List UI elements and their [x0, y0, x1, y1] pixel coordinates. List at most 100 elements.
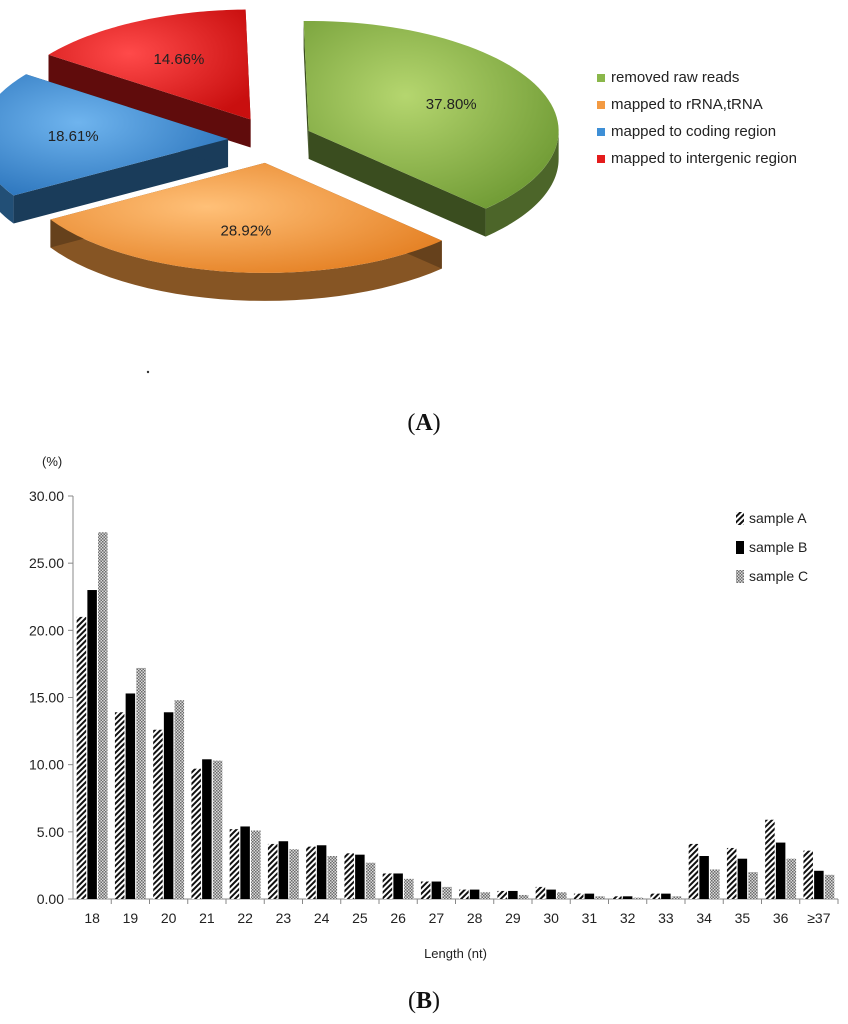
x-tick-label: 31 — [582, 910, 598, 926]
bar-sample-C-28 — [480, 892, 491, 899]
x-tick-label: 21 — [199, 910, 215, 926]
bar-legend-item: sample C — [736, 568, 808, 584]
bar-sample-B-28 — [469, 889, 480, 899]
x-tick-label: 18 — [84, 910, 100, 926]
y-tick-label: 15.00 — [29, 690, 64, 706]
bar-sample-B-21 — [202, 759, 212, 899]
pie-legend-swatch — [597, 101, 605, 109]
bar-sample-C-26 — [404, 878, 414, 899]
pie-legend: removed raw reads mapped to rRNA,tRNA mapp… — [597, 69, 797, 167]
pie-legend-item: mapped to intergenic region — [597, 150, 797, 167]
stray-dot — [146, 370, 150, 374]
pie-legend-label: mapped to intergenic region — [611, 150, 797, 167]
y-tick-label: 30.00 — [29, 488, 64, 504]
x-tick-label: 33 — [658, 910, 674, 926]
x-tick-label: 28 — [467, 910, 483, 926]
bar-sample-A-23 — [267, 843, 278, 899]
bar-sample-A-36 — [765, 819, 775, 899]
bar-sample-A-31 — [573, 893, 584, 899]
pie-slice-top — [0, 74, 229, 196]
x-tick-label: 19 — [123, 910, 139, 926]
bar-sample-B-23 — [278, 841, 289, 899]
y-axis-label: (%) — [42, 454, 62, 469]
bar-sample-B-29 — [508, 890, 518, 899]
pie-slice-wall — [13, 138, 229, 224]
pie-slice-side — [50, 219, 442, 301]
bar-sample-A-28 — [459, 889, 469, 899]
bar-sample-A-33 — [650, 893, 660, 899]
x-tick-label: 30 — [543, 910, 559, 926]
bar-sample-A-32 — [612, 896, 622, 899]
pie-legend-label: mapped to rRNA,tRNA — [611, 96, 763, 113]
bar-sample-A-≥37 — [803, 850, 813, 899]
x-tick-label: 22 — [237, 910, 253, 926]
pie-slice-4 — [48, 9, 251, 148]
pie-value-label: 28.92% — [221, 223, 272, 240]
bar-sample-C-25 — [365, 862, 376, 899]
bar-sample-A-21 — [191, 768, 201, 899]
bar-chart: 0.00 5.00 10.00 15.00 20.00 25.00 30.00 (%) Leng… — [29, 454, 839, 961]
pie-legend-item: removed raw reads — [597, 69, 739, 86]
bar-sample-B-31 — [584, 893, 595, 899]
bar-sample-A-26 — [382, 873, 393, 899]
bar-sample-C-29 — [518, 894, 529, 899]
bar-sample-B-32 — [622, 896, 633, 899]
bar-sample-A-29 — [497, 890, 507, 899]
bar-sample-C-19 — [136, 667, 146, 899]
bar-sample-A-30 — [535, 886, 546, 899]
bar-sample-B-26 — [393, 873, 403, 899]
bar-sample-C-18 — [98, 532, 108, 899]
bar-sample-A-35 — [726, 847, 737, 899]
bar-sample-C-21 — [212, 760, 223, 899]
pie-slice-wall — [303, 20, 309, 159]
bar-sample-C-33 — [671, 896, 682, 899]
bar-sample-B-35 — [737, 858, 748, 899]
bar-sample-C-34 — [710, 869, 720, 899]
bar-sample-B-≥37 — [814, 870, 824, 899]
bar-sample-C-32 — [633, 897, 644, 899]
bar-sample-C-24 — [327, 856, 338, 899]
bar-legend-item: sample A — [736, 510, 807, 526]
pie-slice-top — [48, 9, 251, 120]
x-tick-label: 32 — [620, 910, 636, 926]
pie-slice-top — [303, 20, 559, 209]
bar-sample-B-19 — [125, 693, 136, 899]
bar-sample-C-≥37 — [824, 874, 835, 899]
bar-sample-A-18 — [76, 616, 87, 899]
x-tick-label: 34 — [696, 910, 712, 926]
bar-sample-B-36 — [775, 842, 786, 899]
x-tick-label: 25 — [352, 910, 368, 926]
pie-slice-wall — [308, 130, 486, 237]
bar-legend-swatch — [736, 570, 744, 583]
bar-sample-C-20 — [174, 700, 185, 899]
bar-sample-C-31 — [595, 896, 605, 899]
pie-slices: 37.80% 28.92% 18.61% 14.66% — [0, 9, 559, 301]
bar-sample-C-23 — [289, 849, 299, 899]
x-tick-label: 26 — [390, 910, 406, 926]
bar-legend-item: sample B — [736, 539, 807, 555]
bar-sample-A-25 — [344, 853, 354, 899]
panel-label-b: (B) — [407, 988, 440, 1014]
pie-slice-1 — [303, 20, 559, 237]
y-tick-label: 5.00 — [37, 824, 64, 840]
panel-label-a: (A) — [407, 410, 441, 436]
bar-sample-B-25 — [355, 854, 365, 899]
pie-chart: 37.80% 28.92% 18.61% 14.66% removed raw rea… — [0, 9, 797, 374]
x-tick-label: 35 — [735, 910, 751, 926]
pie-legend-swatch — [597, 155, 605, 163]
bar-sample-B-22 — [240, 826, 250, 899]
bar-legend-label: sample B — [749, 539, 807, 555]
bar-sample-C-35 — [748, 872, 758, 899]
pie-legend-swatch — [597, 74, 605, 82]
bar-sample-C-36 — [786, 858, 797, 899]
x-tick-label: 27 — [429, 910, 445, 926]
bar-sample-A-24 — [306, 846, 316, 899]
bar-sample-A-22 — [229, 829, 240, 899]
x-tick-label: 29 — [505, 910, 521, 926]
bar-sample-C-27 — [442, 886, 452, 899]
bar-sample-A-34 — [688, 843, 699, 899]
pie-legend-label: removed raw reads — [611, 69, 739, 86]
pie-slice-wall — [48, 54, 251, 148]
bar-marks — [76, 532, 835, 899]
